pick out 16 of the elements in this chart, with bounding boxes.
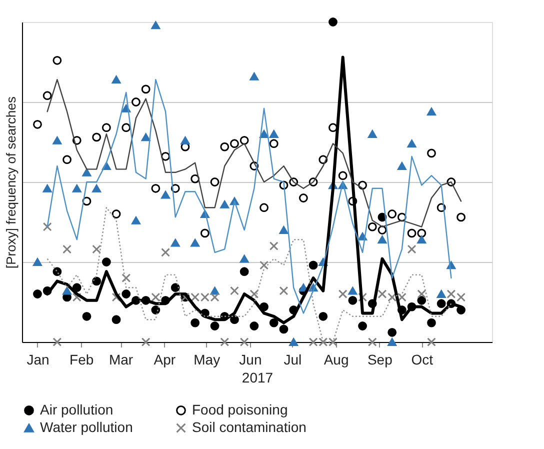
x-tick-label: Jan <box>26 352 50 368</box>
x-tick-label: Jun <box>239 352 262 368</box>
legend-label: Air pollution <box>40 401 114 418</box>
legend-label: Water pollution <box>40 419 133 435</box>
legend-label: Food poisoning <box>192 401 288 418</box>
x-axis-title: 2017 <box>242 370 274 386</box>
x-tick-label: Mar <box>108 352 134 368</box>
x-tick-label: Jul <box>284 352 302 368</box>
x-tick-label: May <box>194 352 220 368</box>
y-axis-title: [Proxy] frequency of searches <box>4 96 18 268</box>
x-tick-label: Aug <box>324 352 349 368</box>
legend-label: Soil contamination <box>192 419 306 435</box>
x-tick-label: Oct <box>411 352 434 368</box>
x-tick-label: Sep <box>367 352 393 368</box>
x-tick-label: Apr <box>154 352 176 368</box>
x-tick-label: Feb <box>70 352 94 368</box>
